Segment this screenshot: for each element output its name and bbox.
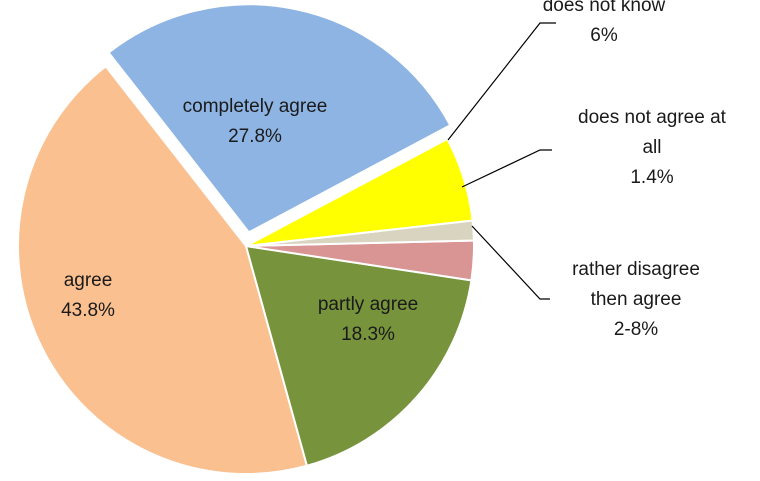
slice-label-line: 2-8% xyxy=(614,319,658,340)
slice-agree xyxy=(17,64,309,476)
slice-label-line: 27.8% xyxy=(228,126,282,147)
slice-label-line: rather disagree xyxy=(572,259,700,280)
slice-label-line: 18.3% xyxy=(341,324,395,345)
slice-label-line: 1.4% xyxy=(630,167,673,188)
leader-line-rather-disagree-then-agree xyxy=(471,225,550,300)
slice-partly-agree xyxy=(244,244,473,467)
slice-label-partly-agree: partly agree 18.3% xyxy=(318,294,418,345)
leader-line-does-not-agree-at-all xyxy=(461,149,552,188)
slice-label-does-not-agree-at-all: does not agree at all 1.4% xyxy=(578,107,727,188)
slice-label-line: 43.8% xyxy=(61,300,115,321)
slice-label-rather-disagree-then-agree: rather disagree then agree 2-8% xyxy=(572,259,700,340)
slice-label-completely-agree: completely agree 27.8% xyxy=(183,96,328,147)
leader-line-does-not-know xyxy=(447,22,556,141)
slice-label-agree: agree 43.8% xyxy=(61,270,115,321)
slice-label-line: agree xyxy=(64,270,113,291)
slice-completely-agree xyxy=(107,3,452,234)
slice-label-line: all xyxy=(642,137,661,158)
slice-label-line: does not know xyxy=(543,0,666,16)
slice-label-line: completely agree xyxy=(183,96,328,117)
slice-does-not-know xyxy=(245,137,474,247)
slice-label-line: partly agree xyxy=(318,294,418,315)
pie-slices xyxy=(17,3,475,476)
slice-label-line: 6% xyxy=(590,25,618,46)
slice-label-line: then agree xyxy=(591,289,682,310)
slice-label-line: does not agree at xyxy=(578,107,727,128)
slice-label-does-not-know: does not know 6% xyxy=(543,0,666,46)
slice-labels: completely agree 27.8% agree 43.8% partly ag… xyxy=(61,0,727,345)
